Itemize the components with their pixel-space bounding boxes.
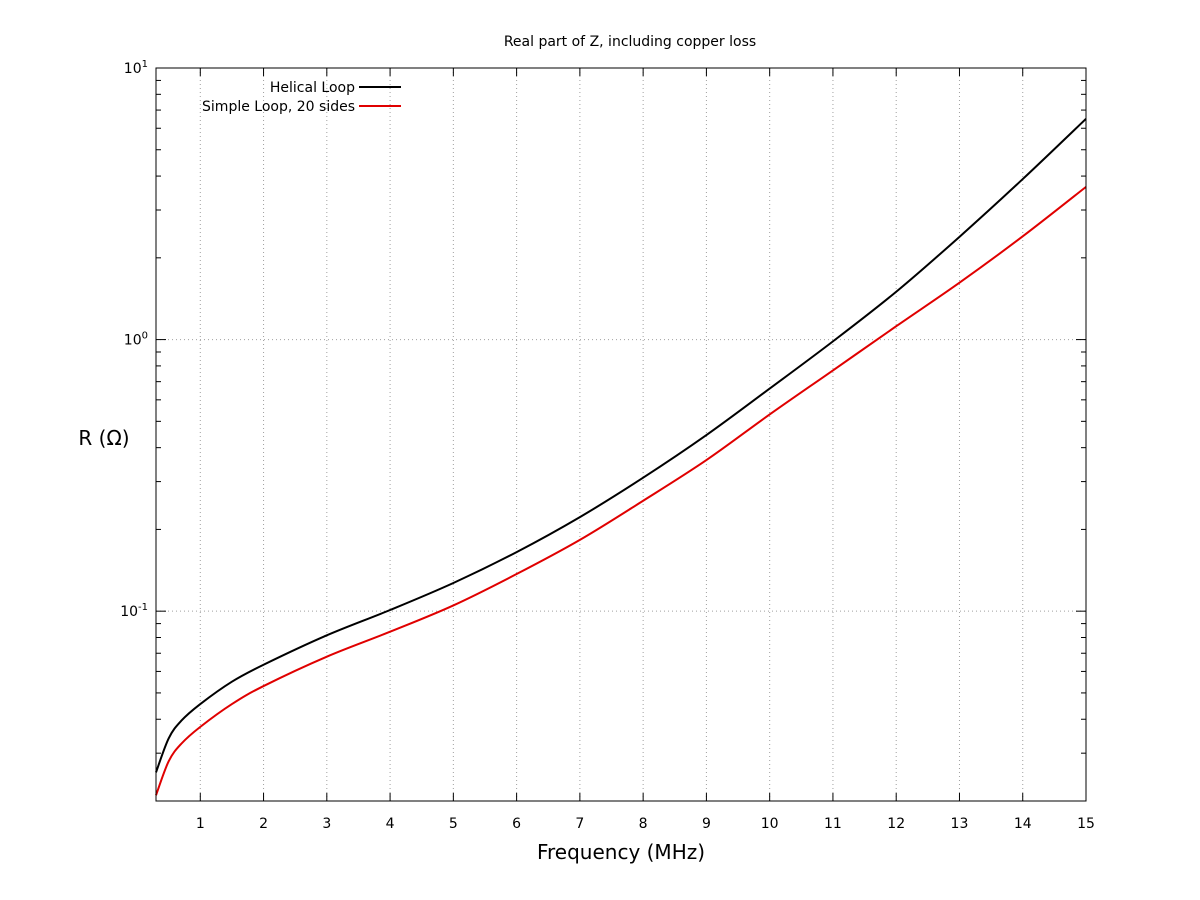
x-tick-label: 12 bbox=[887, 816, 905, 832]
series-line-helical-loop bbox=[155, 118, 1087, 773]
y-tick-label: 101 bbox=[124, 59, 148, 77]
x-tick-label: 3 bbox=[322, 816, 331, 832]
chart-title: Real part of Z, including copper loss bbox=[504, 34, 756, 50]
x-tick-label: 13 bbox=[951, 816, 969, 832]
legend-label-helical-loop: Helical Loop bbox=[270, 80, 355, 96]
y-tick-label: 100 bbox=[124, 331, 148, 349]
series-line-simple-loop-20-sides bbox=[155, 186, 1087, 796]
y-tick-label: 10-1 bbox=[120, 602, 148, 620]
y-axis-title: R (Ω) bbox=[78, 426, 129, 450]
x-tick-label: 5 bbox=[449, 816, 458, 832]
legend: Helical Loop Simple Loop, 20 sides bbox=[202, 80, 401, 115]
grid bbox=[156, 68, 1086, 801]
x-tick-label: 15 bbox=[1077, 816, 1095, 832]
x-tick-label: 4 bbox=[386, 816, 395, 832]
x-tick-label: 1 bbox=[196, 816, 205, 832]
x-tick-label: 6 bbox=[512, 816, 521, 832]
legend-label-simple-loop-20-sides: Simple Loop, 20 sides bbox=[202, 99, 355, 115]
x-tick-label: 14 bbox=[1014, 816, 1032, 832]
x-axis-title: Frequency (MHz) bbox=[537, 840, 705, 864]
x-tick-label: 2 bbox=[259, 816, 268, 832]
plot-frame bbox=[155, 67, 1087, 802]
x-tick-label: 10 bbox=[761, 816, 779, 832]
series-layer bbox=[155, 118, 1087, 796]
x-tick-label: 8 bbox=[639, 816, 648, 832]
x-tick-label: 9 bbox=[702, 816, 711, 832]
x-tick-label: 11 bbox=[824, 816, 842, 832]
x-tick-label: 7 bbox=[575, 816, 584, 832]
